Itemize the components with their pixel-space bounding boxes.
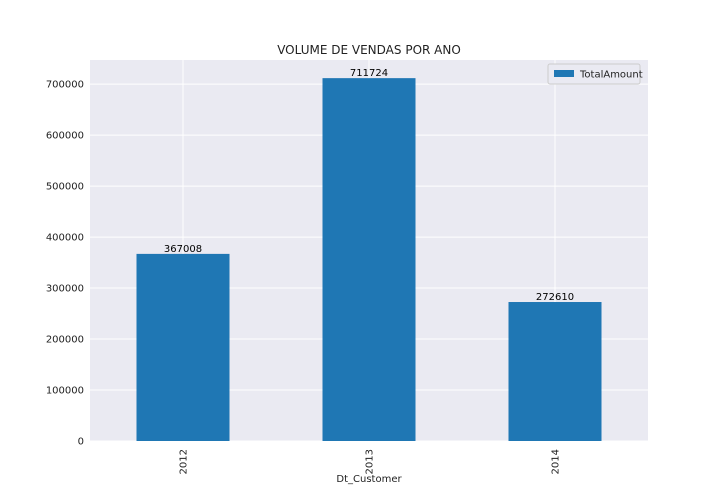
x-tick-label: 2014 — [551, 449, 562, 474]
data-label-2013: 711724 — [350, 68, 388, 79]
chart-title: VOLUME DE VENDAS POR ANO — [277, 43, 461, 57]
y-tick-label: 600000 — [46, 131, 84, 142]
y-tick-label: 200000 — [46, 335, 84, 346]
data-labels: 367008 711724 272610 — [164, 68, 574, 303]
x-axis: 2012 2013 2014 — [179, 449, 562, 474]
legend-swatch — [554, 70, 574, 77]
legend-label: TotalAmount — [579, 70, 643, 81]
x-axis-label: Dt_Customer — [336, 474, 402, 485]
bar-2014 — [508, 302, 602, 441]
legend-box — [547, 63, 641, 85]
data-label-2012: 367008 — [164, 244, 202, 255]
y-tick-label: 300000 — [46, 284, 84, 295]
bars — [136, 78, 602, 441]
bar-2013 — [322, 78, 416, 441]
y-tick-label: 400000 — [46, 233, 84, 244]
bar-2012 — [136, 253, 230, 441]
x-tick-label: 2013 — [365, 449, 376, 474]
legend: TotalAmount — [547, 63, 643, 85]
y-tick-label: 700000 — [46, 80, 84, 91]
y-tick-label: 500000 — [46, 182, 84, 193]
data-label-2014: 272610 — [536, 292, 574, 303]
y-tick-label: 100000 — [46, 386, 84, 397]
x-tick-label: 2012 — [179, 449, 190, 474]
y-tick-label: 0 — [78, 437, 84, 448]
y-axis: 0 100000 200000 300000 400000 500000 600000 700… — [46, 80, 84, 448]
